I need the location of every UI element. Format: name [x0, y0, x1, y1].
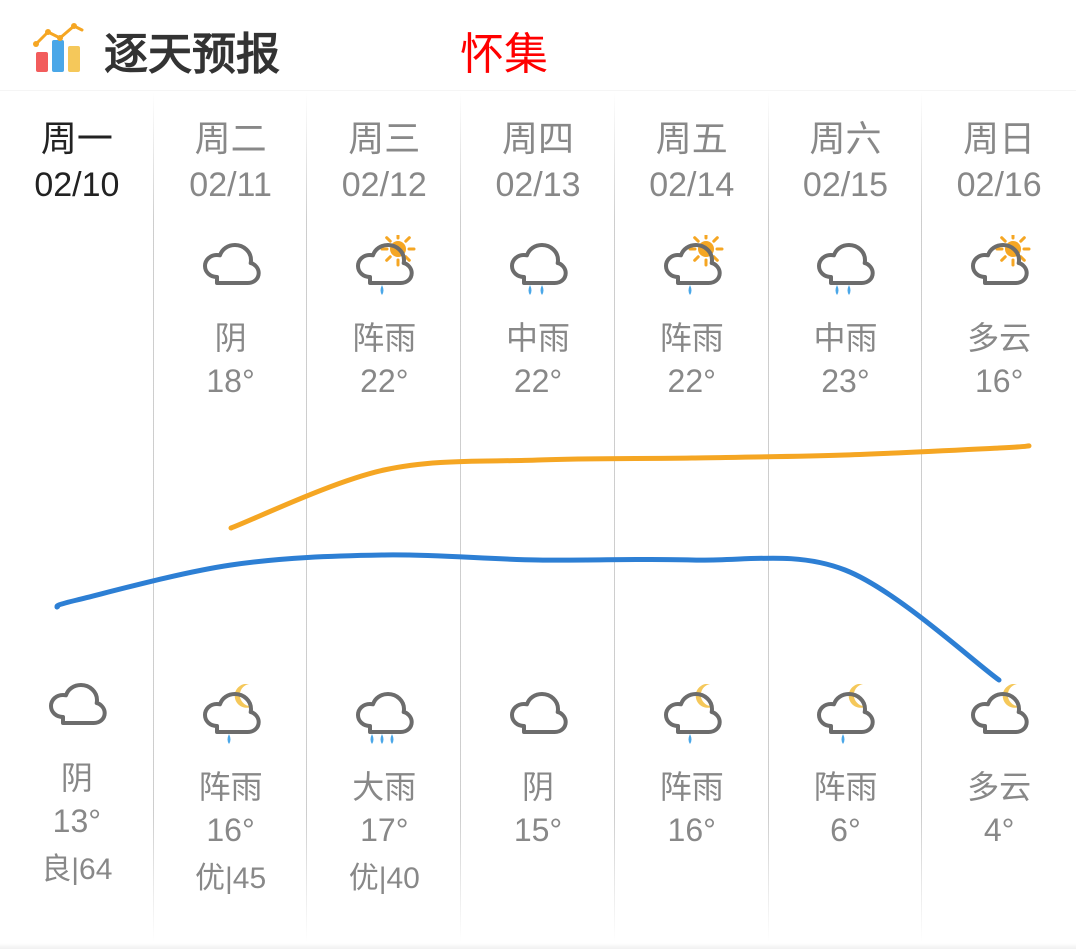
date-label: 02/10	[34, 166, 119, 205]
header: 逐天预报 怀集	[0, 0, 1076, 92]
night-condition: 阵雨	[813, 762, 877, 808]
night-low-temp: 6°	[830, 812, 861, 849]
forecast-day-column[interactable]: 周五 02/14 阵雨 22° 阵雨 16°	[615, 92, 769, 942]
night-weather-icon	[963, 680, 1035, 754]
day-condition: 阴	[215, 313, 247, 359]
weekday-label: 周六	[809, 110, 881, 162]
weekday-label: 周日	[963, 110, 1035, 162]
night-weather-icon	[41, 671, 113, 745]
weekday-label: 周一	[41, 110, 113, 162]
night-low-temp: 13°	[53, 803, 101, 840]
date-label: 02/12	[342, 166, 427, 205]
day-condition: 中雨	[813, 313, 877, 359]
night-block: 阴 13° 良|64	[41, 671, 113, 888]
day-condition: 阵雨	[352, 313, 416, 359]
date-label: 02/13	[495, 166, 580, 205]
forecast-day-column[interactable]: 周一 02/10 阴 13° 良|64	[0, 92, 154, 942]
day-condition	[72, 313, 81, 350]
night-block: 大雨 17° 优|40	[348, 680, 420, 897]
forecast-day-column[interactable]: 周六 02/15 中雨 23° 阵雨 6°	[769, 92, 923, 942]
date-label: 02/15	[803, 166, 888, 205]
date-label: 02/16	[957, 166, 1042, 205]
day-high-temp: 22°	[514, 363, 562, 400]
night-block: 阵雨 6°	[809, 680, 881, 849]
day-weather-icon	[809, 231, 881, 305]
night-condition: 多云	[967, 762, 1031, 808]
day-condition: 中雨	[506, 313, 570, 359]
day-high-temp: 23°	[821, 363, 869, 400]
night-weather-icon	[195, 680, 267, 754]
air-quality-index: 良|64	[41, 844, 112, 888]
day-condition: 多云	[967, 313, 1031, 359]
forecast-chart-icon	[30, 22, 86, 78]
day-high-temp: 16°	[975, 363, 1023, 400]
day-weather-icon	[963, 231, 1035, 305]
night-weather-icon	[809, 680, 881, 754]
night-weather-icon	[502, 680, 574, 754]
air-quality-index: 优|40	[349, 853, 420, 897]
night-weather-icon	[348, 680, 420, 754]
day-high-temp: 22°	[668, 363, 716, 400]
night-block: 多云 4°	[963, 680, 1035, 849]
forecast-day-column[interactable]: 周四 02/13 中雨 22° 阴 15°	[461, 92, 615, 942]
day-weather-icon	[502, 231, 574, 305]
day-high-temp: 22°	[360, 363, 408, 400]
night-block: 阵雨 16°	[656, 680, 728, 849]
date-label: 02/11	[189, 166, 272, 205]
night-low-temp: 17°	[360, 812, 408, 849]
date-label: 02/14	[649, 166, 734, 205]
day-weather-icon	[656, 231, 728, 305]
night-block: 阵雨 16° 优|45	[195, 680, 267, 897]
page-title: 逐天预报	[104, 18, 280, 82]
weekday-label: 周五	[656, 110, 728, 162]
night-condition: 阵雨	[660, 762, 724, 808]
day-weather-icon	[348, 231, 420, 305]
night-condition: 阵雨	[199, 762, 263, 808]
weekday-label: 周四	[502, 110, 574, 162]
forecast-columns: 周一 02/10 阴 13° 良|64 周二 02/11 阴 18° 阵雨 16° 优|45 周三 02…	[0, 92, 1076, 942]
forecast-day-column[interactable]: 周二 02/11 阴 18° 阵雨 16° 优|45	[154, 92, 308, 942]
footer-shade	[0, 943, 1076, 949]
day-weather-icon	[195, 231, 267, 305]
night-block: 阴 15°	[502, 680, 574, 849]
night-low-temp: 15°	[514, 812, 562, 849]
forecast-day-column[interactable]: 周日 02/16 多云 16° 多云 4°	[922, 92, 1076, 942]
weekday-label: 周二	[195, 110, 267, 162]
day-high-temp: 18°	[206, 363, 254, 400]
night-low-temp: 16°	[668, 812, 716, 849]
night-low-temp: 4°	[984, 812, 1015, 849]
day-condition: 阵雨	[660, 313, 724, 359]
forecast-day-column[interactable]: 周三 02/12 阵雨 22° 大雨 17° 优|40	[307, 92, 461, 942]
night-weather-icon	[656, 680, 728, 754]
night-condition: 大雨	[352, 762, 416, 808]
night-low-temp: 16°	[206, 812, 254, 849]
air-quality-index: 优|45	[195, 853, 266, 897]
divider	[0, 90, 1076, 91]
location-name: 怀集	[460, 18, 548, 82]
day-high-temp	[72, 354, 81, 391]
night-condition: 阴	[61, 753, 93, 799]
weekday-label: 周三	[348, 110, 420, 162]
night-condition: 阴	[522, 762, 554, 808]
